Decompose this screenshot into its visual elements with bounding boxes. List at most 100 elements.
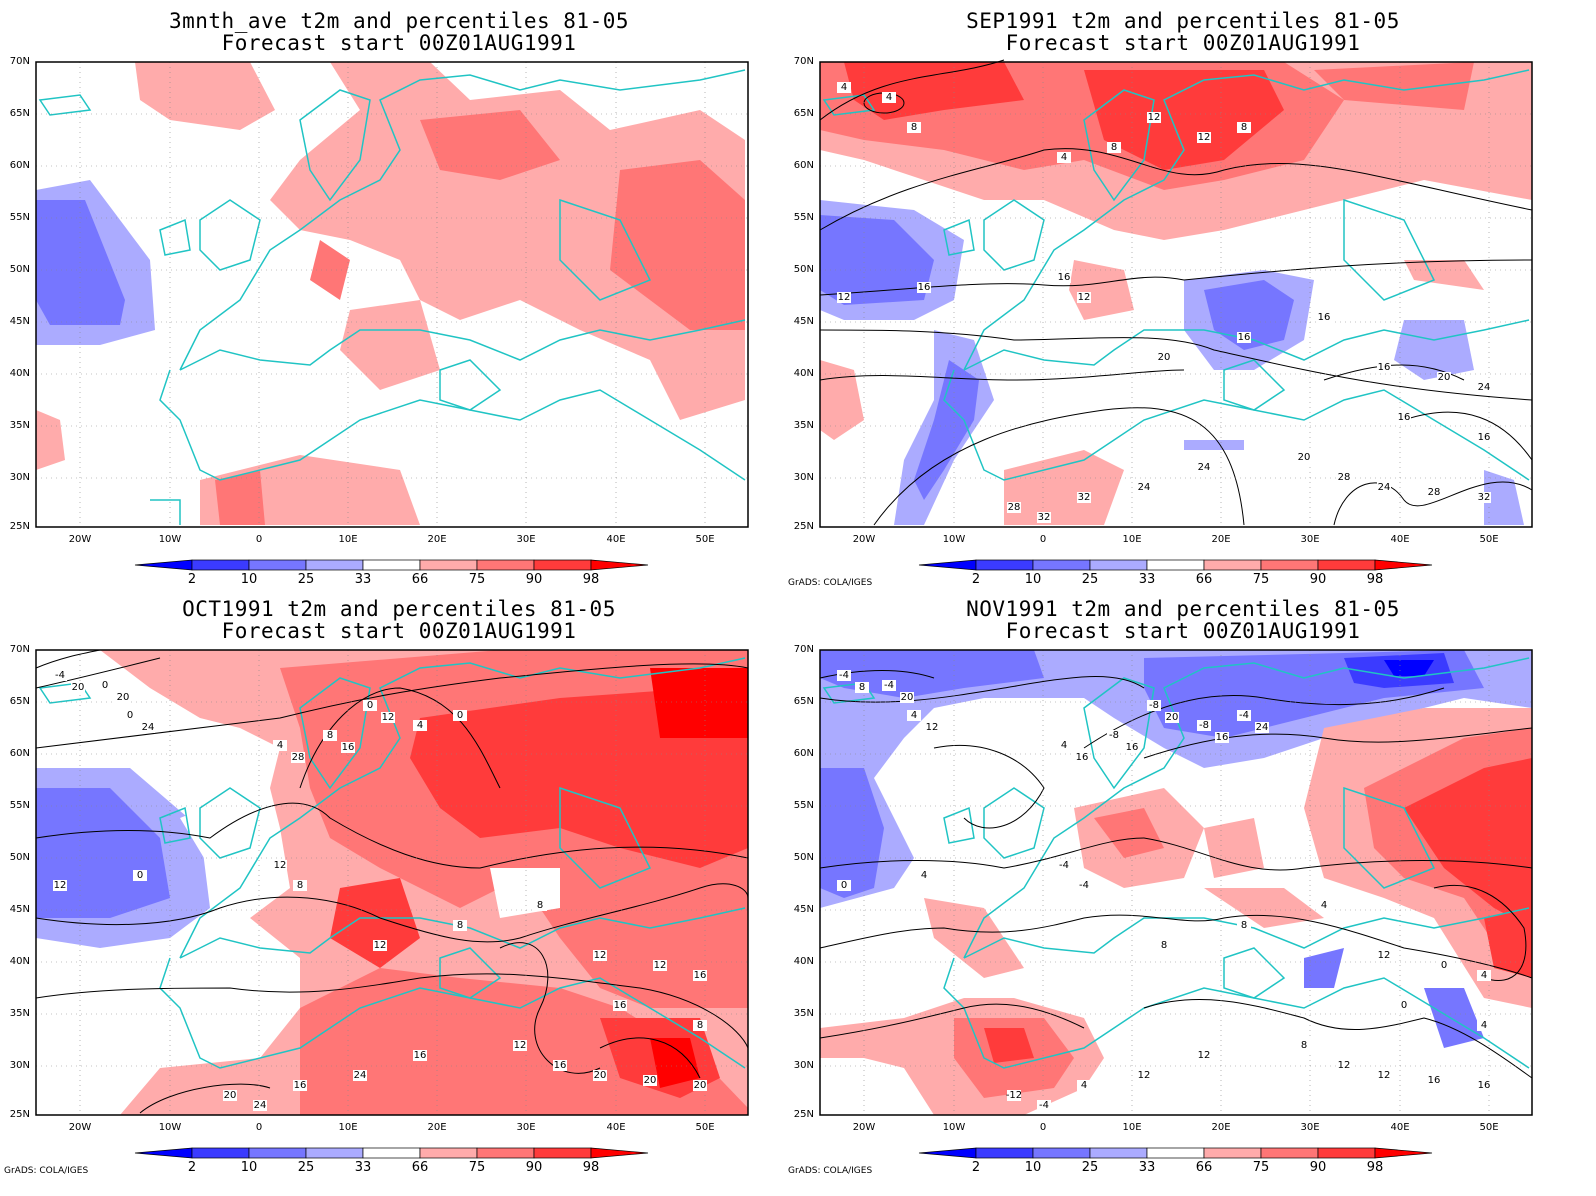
contour-label: 0 [841, 880, 847, 891]
contour-label-bg [1337, 472, 1351, 483]
lon-label: 40E [606, 1122, 626, 1133]
contour-label: 12 [382, 712, 395, 723]
lat-label: 60N [793, 748, 814, 759]
lon-label: 30E [1300, 534, 1320, 545]
lat-label: 40N [9, 956, 30, 967]
contour-label-bg [71, 682, 85, 693]
contour-label-bg [1137, 1070, 1151, 1081]
contour-label: 24 [254, 1100, 267, 1111]
contour-label-bg [1427, 487, 1441, 498]
contour-label-bg [1237, 710, 1251, 721]
lon-label: 20E [1211, 1122, 1231, 1133]
contour-label-bg [613, 1000, 627, 1011]
contour-label: 16 [1398, 412, 1411, 423]
colorbar-label: 98 [582, 572, 600, 587]
colorbar [918, 1147, 1433, 1159]
contour-label-bg [1077, 1080, 1091, 1091]
contour-label-bg [453, 920, 467, 931]
map-oct1991: -4 0 0 4 8 0 4 0 8 0 12 12 8 8 12 12 12 16 16 8 12 16 16 20 20 20… [35, 649, 749, 1159]
coastlines [822, 69, 1530, 481]
contour-label: 16 [1478, 432, 1491, 443]
contour-label: 24 [354, 1070, 367, 1081]
contour-label-bg [1197, 462, 1211, 473]
contour-label: 20 [1438, 372, 1451, 383]
contour-label-bg [353, 1070, 367, 1081]
contour-label-bg [253, 1100, 267, 1111]
contour-label-bg [453, 710, 467, 721]
contour-label: 8 [697, 1020, 703, 1031]
contour-label-bg [141, 722, 155, 733]
lat-label: 60N [793, 160, 814, 171]
contour-label-bg [1197, 720, 1211, 731]
panel-title: SEP1991 t2m and percentiles 81-05 [966, 9, 1400, 33]
contour-label: 24 [1256, 722, 1269, 733]
contour-label-bg [1157, 940, 1171, 951]
contour-label: 12 [54, 880, 67, 891]
lat-label: 40N [793, 956, 814, 967]
lat-label: 70N [9, 56, 30, 67]
contour-label: 0 [137, 870, 143, 881]
contour-label-bg [123, 710, 137, 721]
contour-label: 28 [1338, 472, 1351, 483]
lat-label: 65N [793, 696, 814, 707]
lon-label: 50E [695, 534, 715, 545]
lat-label: 25N [9, 1109, 30, 1120]
colorbar-label: 90 [525, 572, 543, 587]
contour-label: 12 [1138, 1070, 1151, 1081]
contour-label-bg [53, 880, 67, 891]
contour-label: 20 [72, 682, 85, 693]
contour-labels: -4 -4 4 4 -8 -8 -8 -4 -4 4 0 -4 4 8 8 12 0 4 0 4 8 12 12 12 16 16… [837, 670, 1491, 1111]
contour-label: 4 [1061, 152, 1067, 163]
contour-label-bg [653, 960, 667, 971]
lon-label: 20E [427, 534, 447, 545]
contour-label-bg [53, 670, 67, 681]
contour-label-bg [133, 870, 147, 881]
contour-label-bg [882, 92, 896, 103]
lat-label: 40N [793, 368, 814, 379]
lat-label: 35N [793, 1008, 814, 1019]
contour-label: 16 [1126, 742, 1139, 753]
contour-label-bg [1007, 502, 1021, 513]
contour-label-bg [1437, 960, 1451, 971]
contour-label: 16 [1428, 1075, 1441, 1086]
contour-label: 16 [1058, 272, 1071, 283]
contour-label: 16 [694, 970, 707, 981]
contour-label-bg [1427, 1075, 1441, 1086]
grid [820, 62, 1532, 527]
contour-label: 24 [1198, 462, 1211, 473]
colorbar-label: 66 [411, 572, 429, 587]
contour-label: 28 [1008, 502, 1021, 513]
contour-lines [819, 670, 1533, 1079]
contour-label-bg [1057, 152, 1071, 163]
contour-label: 4 [1081, 1080, 1087, 1091]
contour-label-bg [643, 1075, 657, 1086]
lat-label: 40N [9, 368, 30, 379]
colorbar-label: 75 [1252, 1160, 1270, 1175]
lat-label: 30N [793, 472, 814, 483]
contour-label: 20 [224, 1090, 237, 1101]
contour-label: -4 [1079, 880, 1089, 891]
contour-label: 8 [1111, 142, 1117, 153]
lon-label: 0 [255, 1122, 263, 1133]
contour-label-bg [1165, 712, 1179, 723]
contour-label-bg [882, 680, 896, 691]
shading [820, 650, 1532, 1115]
lat-label: 55N [9, 800, 30, 811]
lat-label: 35N [793, 420, 814, 431]
contour-label-bg [363, 700, 377, 711]
lat-label: 70N [793, 644, 814, 655]
lon-label: 20W [68, 1122, 92, 1133]
contour-label-bg [1057, 860, 1071, 871]
contour-label-bg [553, 1060, 567, 1071]
colorbar-label: 25 [297, 572, 315, 587]
lat-label: 30N [9, 472, 30, 483]
colorbar-label: 90 [1309, 1160, 1327, 1175]
lat-label: 30N [9, 1060, 30, 1071]
colorbar-label: 75 [468, 1160, 486, 1175]
colorbar-label: 66 [1195, 572, 1213, 587]
contour-label: -8 [1149, 700, 1159, 711]
contour-label: -4 [55, 670, 65, 681]
lon-label: 10W [942, 1122, 966, 1133]
contour-label-bg [1075, 752, 1089, 763]
contour-label-bg [1057, 272, 1071, 283]
